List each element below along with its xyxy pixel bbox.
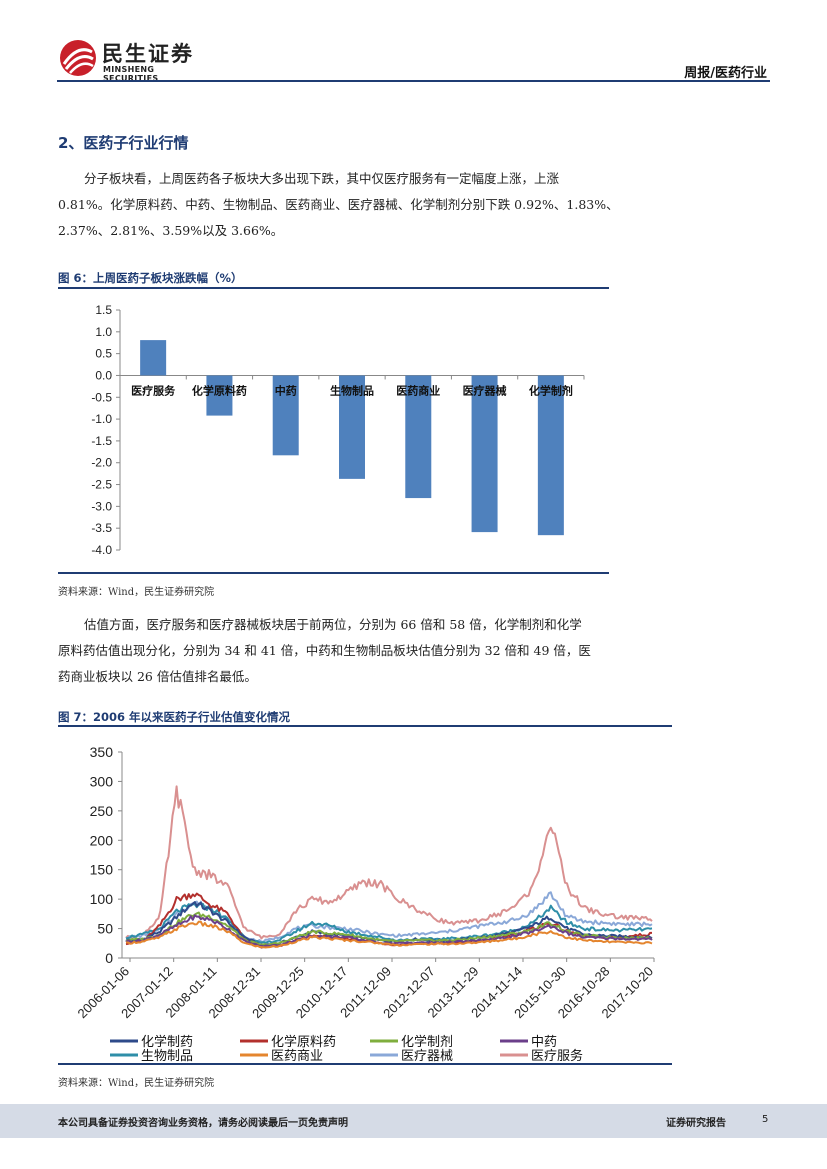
line-x-tick-label: 2011-12-09: [337, 964, 394, 1021]
line-x-tick-label: 2008-01-11: [162, 964, 219, 1021]
line-x-tick-label: 2012-12-07: [380, 964, 438, 1022]
series-line-6: [125, 891, 653, 943]
paragraph-line: 0.81%。化学原料药、中药、生物制品、医药商业、医疗器械、化学制剂分别下跌 0…: [58, 197, 619, 212]
logo-chinese-text: 民生证券: [102, 42, 194, 66]
paragraph-line: 药商业板块以 26 倍估值排名最低。: [58, 669, 257, 684]
line-x-tick-label: 2008-12-31: [205, 964, 263, 1022]
bar-y-tick-label: -0.5: [91, 390, 112, 404]
figure7-source: 资料来源：Wind，民生证券研究院: [58, 1078, 215, 1089]
line-x-tick-label: 2013-11-29: [424, 964, 481, 1021]
legend-label: 化学制药: [141, 1034, 193, 1050]
bar-category-label: 医疗服务: [131, 383, 176, 397]
line-x-tick-label: 2016-10-28: [555, 964, 613, 1022]
figure6-title: 图 6：上周医药子板块涨跌幅（%）: [58, 271, 243, 285]
paragraph-valuation: 估值方面，医疗服务和医疗器械板块居于前两位，分别为 66 倍和 58 倍，化学制…: [58, 612, 770, 690]
paragraph-sector-performance: 分子板块看，上周医药各子板块大多出现下跌，其中仅医疗服务有一定幅度上涨，上涨 0…: [58, 166, 770, 244]
line-x-tick-label: 2015-10-30: [511, 964, 569, 1022]
legend-label: 化学制剂: [401, 1034, 453, 1050]
bar-y-tick-label: -4.0: [91, 543, 112, 557]
figure6-source: 资料来源：Wind，民生证券研究院: [58, 587, 215, 598]
bar-category-label: 生物制品: [330, 383, 374, 397]
series-line-4: [125, 902, 653, 944]
series-line-7: [125, 785, 653, 940]
page-number: 5: [762, 1114, 769, 1125]
bar-3: [339, 375, 365, 479]
line-x-tick-label: 2009-12-25: [249, 964, 307, 1022]
bar-y-tick-label: -1.5: [91, 434, 112, 448]
bar-6: [537, 375, 564, 536]
line-y-tick-label: 250: [90, 803, 114, 819]
bar-y-tick-label: 1.5: [95, 303, 112, 317]
page-header: 民生证券 MINSHENG SECURITIES 周报/医药行业: [0, 0, 827, 83]
series-line-5: [125, 920, 653, 949]
report-category: 周报/医药行业: [684, 66, 767, 81]
bar-category-label: 医疗器械: [463, 383, 507, 397]
series-line-3: [125, 914, 653, 948]
line-x-tick-label: 2010-12-17: [293, 964, 351, 1022]
legend-label: 化学原料药: [271, 1034, 336, 1050]
line-y-tick-label: 0: [105, 950, 113, 966]
paragraph-line: 2.37%、2.81%、3.59%以及 3.66%。: [58, 223, 284, 238]
bar-y-tick-label: -3.5: [91, 521, 112, 535]
bar-chart: 1.5 1.0 0.5 0.0 -0.5 -1.0 -1.5 -2.0 -2.5 -3.0 -3.5…: [91, 303, 585, 557]
bar-y-tick-label: 1.0: [95, 325, 112, 339]
figure7-title: 图 7：2006 年以来医药子行业估值变化情况: [58, 710, 291, 724]
line-x-tick-label: 2007-01-12: [118, 964, 176, 1022]
legend-label: 医疗器械: [401, 1049, 453, 1064]
bar-category-label: 医药商业: [396, 383, 440, 397]
figure7-top-rule: [58, 725, 672, 727]
legend-label: 生物制品: [141, 1049, 193, 1064]
figure6-bottom-rule: [58, 572, 609, 574]
line-y-tick-label: 300: [90, 773, 114, 789]
header-divider: [57, 80, 770, 82]
page-footer: 本公司具备证券投资咨询业务资格，请务必阅读最后一页免责声明 证券研究报告 5: [0, 1104, 827, 1138]
line-y-tick-label: 150: [90, 862, 114, 878]
line-y-tick-label: 100: [90, 891, 114, 907]
bar-1: [206, 375, 233, 416]
company-logo: 民生证券 MINSHENG SECURITIES: [58, 38, 208, 83]
figure6-top-rule: [58, 287, 609, 289]
line-y-tick-label: 350: [90, 744, 114, 760]
bar-category-label: 中药: [275, 383, 297, 397]
bar-4: [405, 375, 432, 499]
line-x-tick-label: 2017-10-20: [598, 964, 656, 1022]
line-chart: 350 300 250 200 150 100 50 02006-01-062007-01-1…: [74, 744, 656, 1064]
bar-y-tick-label: -2.0: [91, 456, 112, 470]
legend-label: 医疗服务: [531, 1048, 583, 1064]
bar-y-tick-label: -1.0: [91, 412, 112, 426]
bar-y-tick-label: 0.5: [95, 347, 112, 361]
minsheng-logo-icon: [60, 40, 96, 76]
legend-label: 医药商业: [271, 1049, 323, 1064]
legend-label: 中药: [531, 1035, 557, 1050]
paragraph-line: 分子板块看，上周医药各子板块大多出现下跌，其中仅医疗服务有一定幅度上涨，上涨: [84, 171, 560, 186]
bar-y-tick-label: -3.0: [91, 499, 112, 513]
line-y-tick-label: 200: [90, 832, 114, 848]
line-y-tick-label: 50: [97, 921, 113, 937]
bar-5: [471, 375, 498, 533]
line-x-tick-label: 2006-01-06: [74, 964, 132, 1022]
bar-0: [140, 340, 167, 376]
bar-y-tick-label: -2.5: [91, 478, 112, 492]
bar-2: [272, 375, 299, 456]
figure7-bottom-rule: [58, 1063, 672, 1065]
bar-y-tick-label: 0.0: [95, 368, 112, 382]
bar-category-label: 化学制剂: [529, 383, 573, 397]
line-x-tick-label: 2014-11-14: [468, 964, 525, 1021]
series-line-0: [125, 901, 653, 946]
footer-report-type: 证券研究报告: [666, 1118, 726, 1129]
paragraph-line: 估值方面，医疗服务和医疗器械板块居于前两位，分别为 66 倍和 58 倍，化学制…: [84, 617, 582, 632]
footer-disclaimer: 本公司具备证券投资咨询业务资格，请务必阅读最后一页免责声明: [58, 1118, 348, 1129]
series-line-2: [125, 911, 653, 947]
section-title: 2、医药子行业行情: [58, 134, 189, 152]
bar-category-label: 化学原料药: [192, 383, 247, 397]
series-line-1: [125, 892, 652, 949]
logo-english-text: MINSHENG SECURITIES: [103, 65, 159, 83]
paragraph-line: 原料药估值出现分化，分别为 34 和 41 倍，中药和生物制品板块估值分别为 3…: [58, 643, 591, 658]
